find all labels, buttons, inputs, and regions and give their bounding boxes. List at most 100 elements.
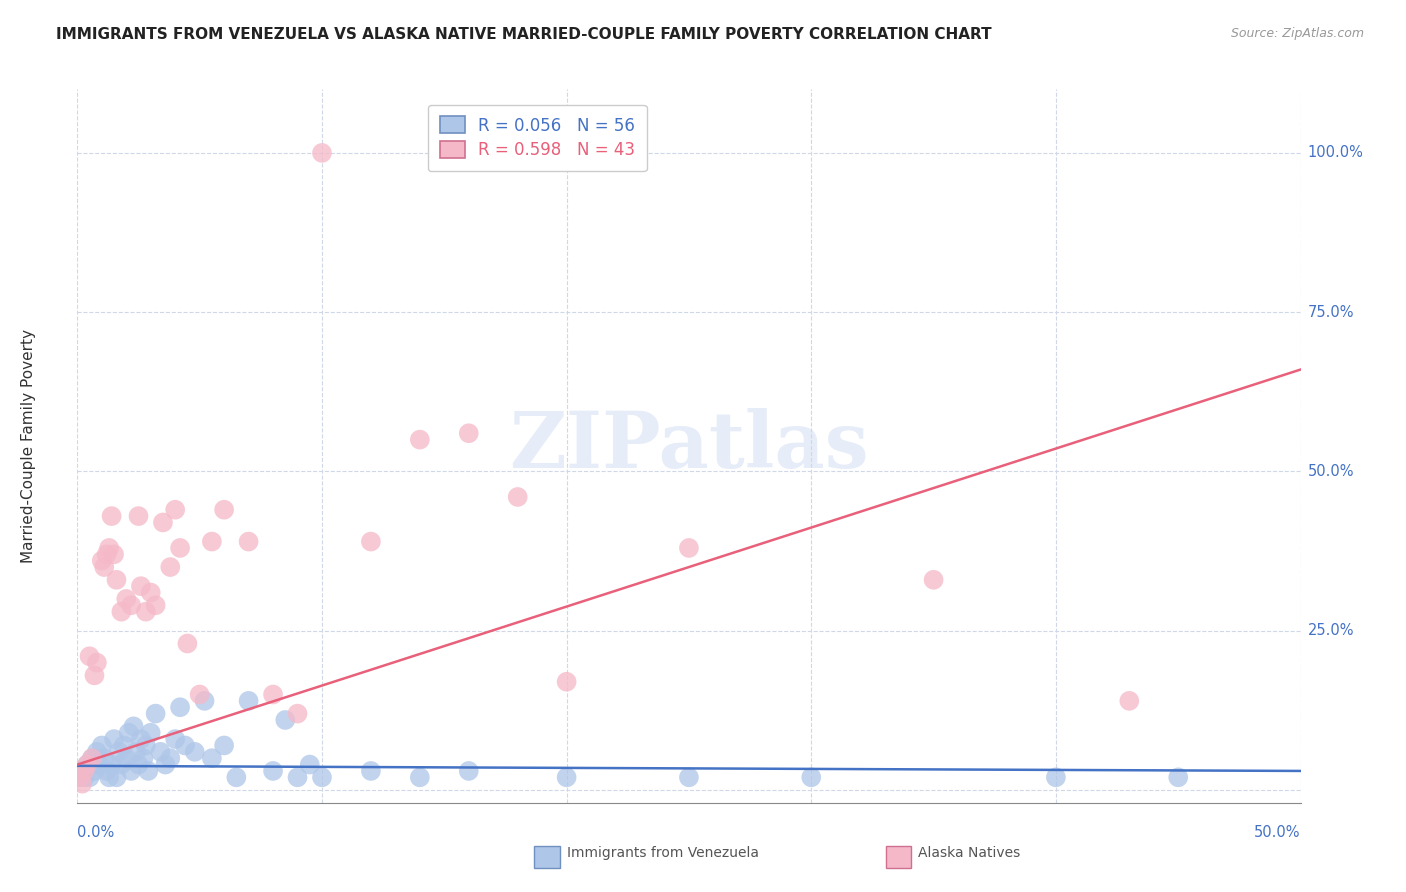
- Point: [80, 751, 103, 765]
- Text: IMMIGRANTS FROM VENEZUELA VS ALASKA NATIVE MARRIED-COUPLE FAMILY POVERTY CORRELA: IMMIGRANTS FROM VENEZUELA VS ALASKA NATI…: [56, 27, 991, 42]
- Point: [159, 751, 181, 765]
- Point: [96, 764, 118, 778]
- Point: [86, 656, 108, 670]
- Point: [287, 770, 309, 784]
- Point: [139, 725, 162, 739]
- Point: [122, 719, 145, 733]
- Text: Source: ZipAtlas.com: Source: ZipAtlas.com: [1230, 27, 1364, 40]
- Point: [76, 757, 98, 772]
- Point: [149, 745, 172, 759]
- Point: [83, 668, 105, 682]
- Point: [1118, 694, 1140, 708]
- Point: [678, 541, 700, 555]
- Point: [76, 757, 98, 772]
- Point: [105, 770, 128, 784]
- Point: [70, 764, 93, 778]
- Point: [120, 599, 142, 613]
- Point: [238, 694, 260, 708]
- Text: 75.0%: 75.0%: [1308, 305, 1354, 319]
- Point: [201, 751, 224, 765]
- Point: [73, 764, 96, 778]
- Point: [506, 490, 529, 504]
- Point: [155, 757, 177, 772]
- Point: [457, 426, 479, 441]
- Point: [93, 751, 115, 765]
- Point: [89, 757, 111, 772]
- Point: [800, 770, 823, 784]
- Point: [274, 713, 297, 727]
- Point: [98, 541, 121, 555]
- Point: [120, 764, 142, 778]
- Point: [184, 745, 207, 759]
- Point: [79, 770, 101, 784]
- Legend: R = 0.056   N = 56, R = 0.598   N = 43: R = 0.056 N = 56, R = 0.598 N = 43: [429, 104, 647, 171]
- Text: ZIPatlas: ZIPatlas: [509, 408, 869, 484]
- Point: [298, 757, 321, 772]
- Point: [108, 745, 131, 759]
- Point: [139, 585, 162, 599]
- Point: [90, 554, 112, 568]
- Point: [287, 706, 309, 721]
- Point: [129, 732, 152, 747]
- Point: [193, 694, 215, 708]
- Point: [96, 547, 118, 561]
- Point: [311, 145, 333, 160]
- Text: 0.0%: 0.0%: [77, 825, 114, 840]
- Point: [125, 745, 148, 759]
- Point: [169, 700, 191, 714]
- Point: [165, 502, 187, 516]
- Point: [922, 573, 945, 587]
- Point: [127, 509, 149, 524]
- Point: [174, 739, 197, 753]
- Point: [90, 739, 112, 753]
- Point: [115, 751, 138, 765]
- Point: [169, 541, 191, 555]
- Point: [79, 649, 101, 664]
- Point: [225, 770, 247, 784]
- Point: [115, 591, 138, 606]
- Point: [555, 770, 578, 784]
- Text: 50.0%: 50.0%: [1254, 825, 1301, 840]
- Text: Married-Couple Family Poverty: Married-Couple Family Poverty: [21, 329, 35, 563]
- Point: [103, 732, 125, 747]
- Text: 50.0%: 50.0%: [1308, 464, 1354, 479]
- Point: [145, 706, 167, 721]
- Text: Immigrants from Venezuela: Immigrants from Venezuela: [567, 847, 759, 861]
- Point: [112, 739, 135, 753]
- Point: [100, 509, 122, 524]
- Point: [262, 764, 284, 778]
- Point: [110, 605, 132, 619]
- Point: [136, 764, 159, 778]
- Point: [409, 433, 432, 447]
- Point: [70, 777, 93, 791]
- Point: [678, 770, 700, 784]
- Point: [98, 770, 121, 784]
- Point: [1167, 770, 1189, 784]
- Point: [188, 688, 211, 702]
- Point: [103, 547, 125, 561]
- Point: [360, 764, 382, 778]
- Point: [86, 745, 108, 759]
- Point: [93, 560, 115, 574]
- Text: 25.0%: 25.0%: [1308, 624, 1354, 639]
- Point: [69, 770, 91, 784]
- Point: [409, 770, 432, 784]
- Point: [457, 764, 479, 778]
- Text: 100.0%: 100.0%: [1308, 145, 1364, 161]
- Point: [100, 757, 122, 772]
- Point: [555, 674, 578, 689]
- Point: [1045, 770, 1067, 784]
- Text: Alaska Natives: Alaska Natives: [918, 847, 1021, 861]
- Point: [262, 688, 284, 702]
- Point: [145, 599, 167, 613]
- Point: [212, 502, 235, 516]
- Point: [80, 751, 103, 765]
- Point: [165, 732, 187, 747]
- Point: [135, 605, 157, 619]
- Point: [118, 725, 141, 739]
- Point: [110, 757, 132, 772]
- Point: [135, 739, 157, 753]
- Point: [152, 516, 174, 530]
- Point: [127, 757, 149, 772]
- Point: [360, 534, 382, 549]
